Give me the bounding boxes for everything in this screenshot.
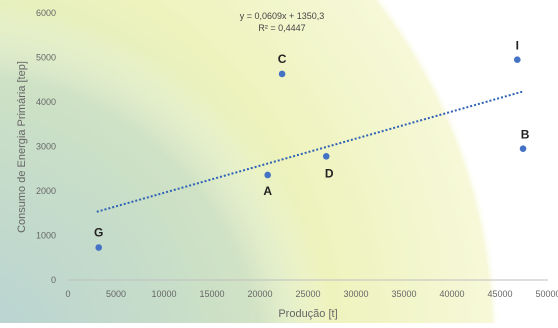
data-point-c [278,70,286,78]
y-tick-label: 3000 [36,142,56,152]
x-tick-label: 15000 [199,289,224,299]
x-tick-label: 0 [65,289,70,299]
data-point-i [513,56,521,64]
point-label-i: I [516,39,519,53]
y-tick-label: 4000 [36,97,56,107]
x-tick-label: 20000 [247,289,272,299]
x-tick-label: 40000 [439,289,464,299]
y-tick-label: 5000 [36,53,56,63]
point-label-a: A [263,184,272,198]
y-tick-label: 2000 [36,186,56,196]
points-layer: G A C D I B [94,39,530,251]
y-axis-title: Consumo de Energia Primária [tep] [16,61,28,233]
trendline [96,90,524,213]
x-tick-label: 35000 [391,289,416,299]
labels-layer: y = 0,0609x + 1350,3 R² = 0,4447 Produçã… [16,11,338,320]
data-point-d [322,152,330,160]
y-tick-label: 6000 [36,8,56,18]
trendline-equation: y = 0,0609x + 1350,3 [240,11,325,21]
data-point-g [95,244,103,251]
trendline-r-squared: R² = 0,4447 [258,23,305,33]
data-point-a [264,171,271,179]
trendline-layer [96,90,524,213]
y-tick-label: 0 [51,275,56,285]
x-tick-label: 45000 [487,289,512,299]
x-tick-label: 25000 [295,289,320,299]
data-point-b [519,145,527,153]
x-tick-label: 10000 [151,289,176,299]
point-label-c: C [278,52,287,66]
axes-layer: 0 5000 10000 15000 20000 25000 30000 35000 40000… [36,8,558,299]
x-tick-label: 30000 [343,289,368,299]
x-tick-label: 5000 [106,289,126,299]
x-axis-title: Produção [t] [278,308,337,320]
y-tick-label: 1000 [36,231,56,241]
point-label-g: G [94,226,103,240]
point-label-d: D [325,166,334,180]
point-label-b: B [521,128,530,142]
